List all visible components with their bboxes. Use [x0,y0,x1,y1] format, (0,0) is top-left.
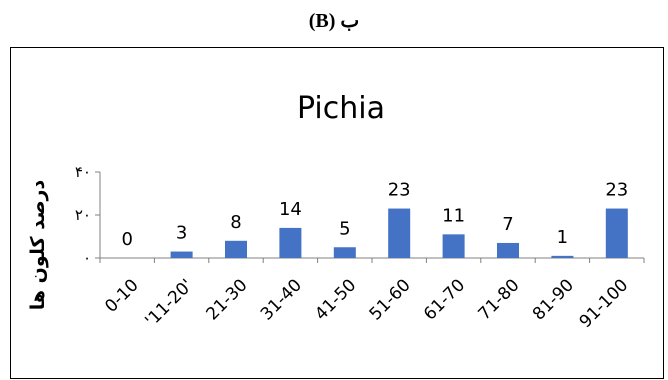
data-label: 1 [557,227,568,248]
x-tick-label: '11-20' [141,275,197,331]
panel-label: ب (B) [308,10,360,32]
x-tick-label: 41-50 [311,275,360,324]
data-label: 5 [339,218,350,239]
data-label: 3 [176,223,187,244]
x-tick-label: 31-40 [257,275,306,324]
chart-title: Pichia [297,91,385,126]
data-label: 0 [121,229,132,250]
y-tick-label: ۰ [83,249,91,267]
y-axis-label: درصد کلون ها [27,180,49,311]
data-label: 23 [388,180,411,201]
x-tick-label: 91-100 [576,275,633,332]
bar [388,208,411,258]
y-tick-label: ۴۰ [75,163,91,181]
x-tick-label: 0-10 [101,275,142,316]
bar [551,255,574,258]
bar [605,208,628,258]
data-label: 23 [605,180,628,201]
x-tick-label: 21-30 [202,275,251,324]
bar [170,251,193,258]
x-tick-label: 51-60 [366,275,415,324]
bar [497,242,519,258]
data-label: 14 [279,199,302,220]
bar [225,240,247,258]
x-tick-label: 71-80 [474,275,523,324]
x-tick-label: 61-70 [420,275,469,324]
chart-frame [10,47,664,379]
bar [333,247,356,258]
data-label: 11 [442,205,465,226]
data-label: 8 [230,212,241,233]
data-label: 7 [502,214,513,235]
bar [279,227,302,258]
y-tick-label: ۲۰ [75,206,91,224]
bar [442,234,465,258]
x-tick-label: 81-90 [529,275,578,324]
